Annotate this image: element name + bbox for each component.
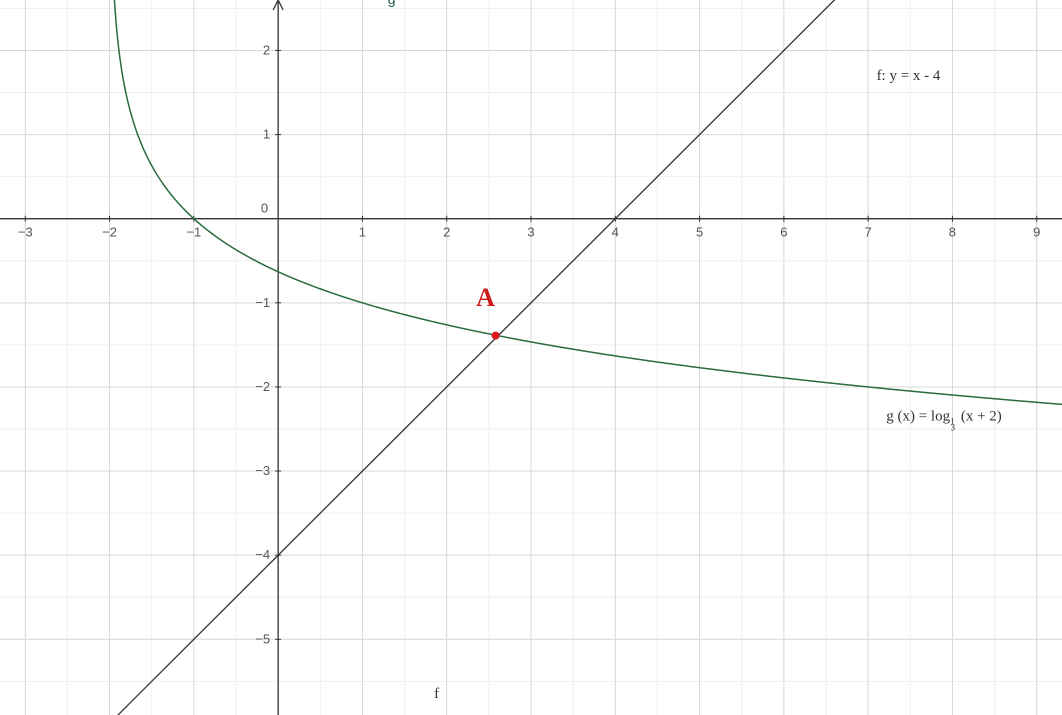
point-a <box>492 332 500 340</box>
x-tick-label: 7 <box>865 225 872 240</box>
y-tick-label: −4 <box>255 547 270 562</box>
y-tick-label: 2 <box>263 42 270 57</box>
x-tick-label: 9 <box>1033 225 1040 240</box>
x-tick-label: 5 <box>696 225 703 240</box>
y-tick-label: −1 <box>255 295 270 310</box>
x-tick-label: 4 <box>612 225 619 240</box>
x-tick-label: −1 <box>186 225 201 240</box>
y-tick-label: 1 <box>263 127 270 142</box>
coordinate-plane: −3 −2 −1 0 1 2 3 4 5 6 7 8 9 −5 −4 −3 −2 −1 1 2 f: y = x - 4… <box>0 0 1062 715</box>
x-tick-label: −3 <box>18 225 33 240</box>
y-tick-label: −3 <box>255 463 270 478</box>
x-tick-label: −2 <box>102 225 117 240</box>
origin-label: 0 <box>261 201 268 216</box>
chart-svg: −3 −2 −1 0 1 2 3 4 5 6 7 8 9 −5 −4 −3 −2 −1 1 2 f: y = x - 4… <box>0 0 1062 715</box>
x-tick-label: 2 <box>443 225 450 240</box>
x-tick-label: 1 <box>359 225 366 240</box>
x-tick-label: 8 <box>949 225 956 240</box>
curve-f-equation-label: f: y = x - 4 <box>877 68 941 84</box>
y-tick-label: −5 <box>255 631 270 646</box>
y-tick-label: −2 <box>255 379 270 394</box>
x-tick-label: 6 <box>780 225 787 240</box>
curve-f-name-label: f <box>434 686 439 702</box>
point-a-label: A <box>476 283 495 312</box>
curve-g-name-label: g <box>388 0 396 7</box>
x-tick-label: 3 <box>527 225 534 240</box>
